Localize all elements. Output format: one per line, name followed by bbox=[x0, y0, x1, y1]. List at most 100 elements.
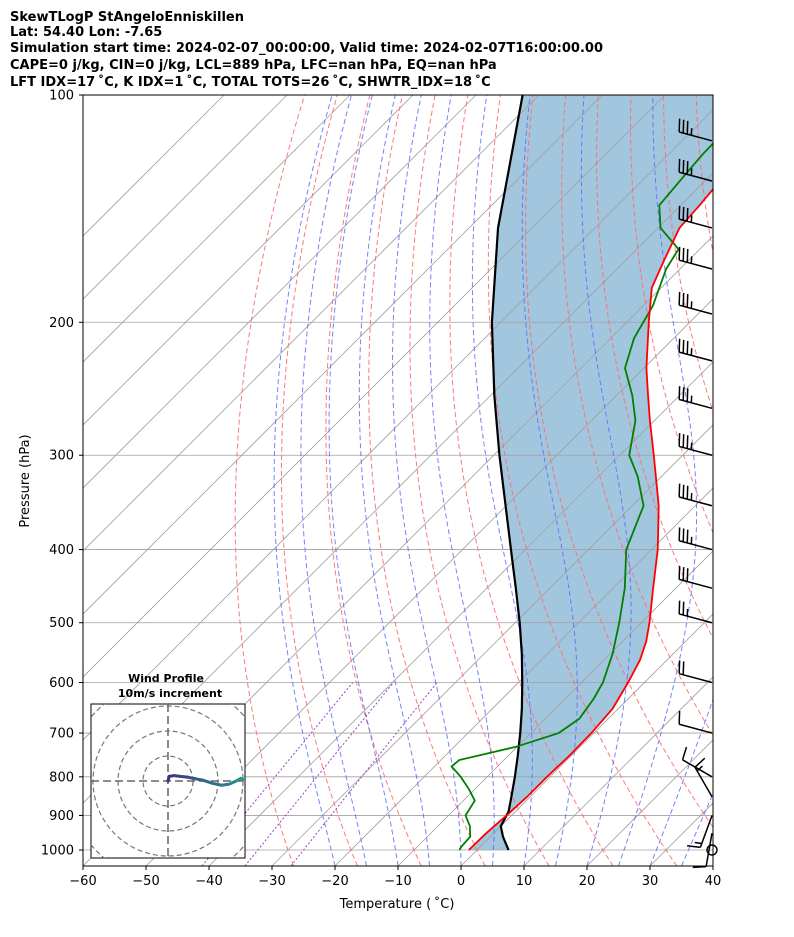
barb-shaft bbox=[678, 578, 713, 589]
x-tick-label: −40 bbox=[195, 874, 222, 889]
dry-adiabat bbox=[280, 95, 358, 866]
isotherm-line bbox=[460, 613, 713, 866]
dry-adiabat bbox=[525, 95, 713, 829]
x-tick-label: 30 bbox=[642, 874, 659, 889]
dry-adiabat bbox=[325, 95, 422, 866]
barb-shaft bbox=[678, 351, 713, 362]
moist-adiabat bbox=[745, 95, 794, 866]
mixing-ratio-line bbox=[244, 682, 394, 866]
wind-barb bbox=[678, 566, 713, 589]
moist-adiabat bbox=[712, 864, 713, 866]
dry-adiabat bbox=[368, 95, 486, 866]
y-tick-label: 600 bbox=[49, 676, 74, 691]
moist-adiabat bbox=[521, 95, 578, 866]
barb-shaft bbox=[678, 723, 713, 734]
hodograph-title: Wind Profile bbox=[128, 672, 204, 685]
isotherm-line bbox=[83, 95, 414, 426]
y-tick-label: 100 bbox=[49, 89, 74, 104]
title-line-3: Simulation start time: 2024-02-07_00:00:… bbox=[10, 41, 603, 56]
title-line-1: SkewTLogP StAngeloEnniskillen bbox=[10, 10, 244, 25]
parcel-temperature-shading bbox=[468, 95, 713, 850]
barb-shaft bbox=[678, 131, 713, 142]
barb-flag bbox=[687, 845, 701, 849]
moist-adiabat bbox=[300, 95, 367, 866]
dry-adiabat bbox=[449, 95, 614, 866]
isotherm-line bbox=[523, 676, 713, 866]
wind-barb bbox=[678, 483, 713, 507]
barb-shaft bbox=[678, 445, 713, 456]
wind-barb bbox=[678, 246, 713, 270]
barb-shaft bbox=[682, 759, 713, 778]
x-tick-label: −50 bbox=[132, 874, 159, 889]
temperature-profile-line bbox=[468, 187, 713, 851]
y-tick-label: 400 bbox=[49, 543, 74, 558]
barb-shaft bbox=[678, 304, 713, 315]
moist-adiabat bbox=[328, 95, 399, 866]
isotherm-line bbox=[83, 95, 477, 489]
hodograph-trace-segment bbox=[201, 778, 215, 785]
barb-shaft bbox=[678, 218, 713, 229]
barb-half-flag bbox=[694, 841, 702, 845]
title-line-5: LFT IDX=17 ˚C, K IDX=1 ˚C, TOTAL TOTS=26… bbox=[10, 75, 491, 90]
y-tick-label: 500 bbox=[49, 616, 74, 631]
barb-shaft bbox=[694, 766, 713, 798]
dry-adiabat bbox=[663, 95, 713, 414]
barb-shaft bbox=[705, 833, 713, 867]
dry-adiabat bbox=[234, 95, 306, 866]
wind-barb bbox=[706, 844, 718, 856]
x-tick-label: −10 bbox=[384, 874, 411, 889]
hodograph-trace-segment bbox=[242, 778, 245, 783]
dry-adiabat bbox=[487, 95, 678, 866]
wind-barb bbox=[678, 118, 713, 142]
isotherm-line bbox=[83, 109, 713, 741]
wind-barb bbox=[694, 757, 713, 798]
wind-barb bbox=[678, 660, 713, 684]
dry-adiabat bbox=[729, 95, 794, 866]
barb-flag bbox=[692, 865, 707, 869]
isotherm-line bbox=[83, 95, 540, 552]
isotherm-line bbox=[83, 95, 225, 237]
y-tick-label: 900 bbox=[49, 809, 74, 824]
hodograph-subtitle: 10m/s increment bbox=[118, 687, 222, 700]
hodograph-trace-segment bbox=[211, 781, 223, 787]
barb-flag bbox=[694, 757, 706, 768]
barb-flag bbox=[681, 746, 688, 761]
isotherm-line bbox=[334, 487, 713, 866]
wind-barb bbox=[678, 386, 713, 410]
moist-adiabat bbox=[649, 697, 713, 866]
isotherm-line bbox=[83, 95, 351, 363]
barb-shaft bbox=[678, 613, 713, 624]
moist-adiabat bbox=[273, 95, 336, 866]
barb-shaft bbox=[699, 815, 713, 848]
barb-shaft bbox=[678, 540, 713, 551]
wind-barb bbox=[678, 710, 713, 734]
dry-adiabat bbox=[409, 95, 550, 866]
x-tick-label: 40 bbox=[705, 874, 722, 889]
wind-barb bbox=[692, 833, 713, 869]
dry-adiabat bbox=[761, 95, 794, 866]
barb-shaft bbox=[678, 398, 713, 410]
wind-barb bbox=[678, 158, 713, 182]
y-tick-label: 700 bbox=[49, 727, 74, 742]
x-tick-label: −20 bbox=[321, 874, 348, 889]
wind-barb bbox=[678, 600, 713, 624]
wind-barb bbox=[678, 527, 713, 551]
isotherm-line bbox=[208, 361, 713, 866]
wind-barb bbox=[678, 338, 713, 362]
wind-barb bbox=[687, 815, 713, 849]
isotherm-line bbox=[145, 298, 713, 866]
isotherm-line bbox=[83, 95, 603, 615]
y-tick-label: 800 bbox=[49, 770, 74, 785]
wind-barb bbox=[678, 205, 713, 229]
isotherm-line bbox=[712, 865, 713, 866]
barb-shaft bbox=[678, 171, 713, 182]
x-tick-label: 0 bbox=[457, 874, 465, 889]
moist-adiabat bbox=[618, 95, 698, 866]
moist-adiabat bbox=[429, 95, 495, 866]
moist-adiabat bbox=[392, 95, 462, 866]
wind-barb bbox=[678, 291, 713, 315]
mixing-ratio-line bbox=[290, 682, 438, 866]
barb-shaft bbox=[678, 672, 713, 684]
isotherm-line bbox=[271, 424, 713, 866]
